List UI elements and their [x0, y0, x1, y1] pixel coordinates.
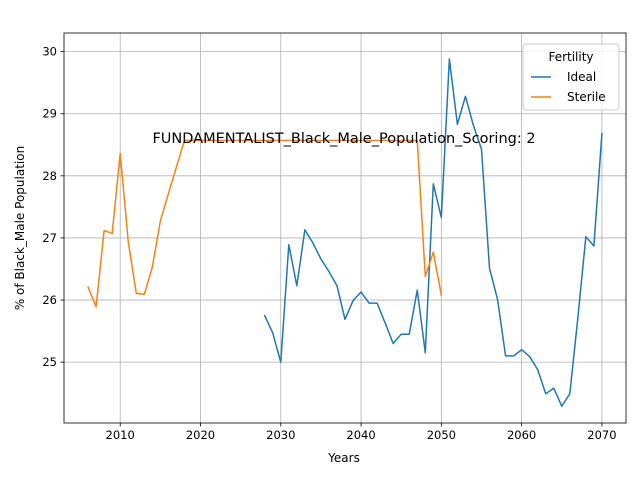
- x-axis-label: Years: [327, 451, 360, 465]
- series-line-sterile: [87, 139, 443, 308]
- x-tick-label: 2050: [427, 428, 456, 442]
- x-tick-label: 2010: [106, 428, 135, 442]
- series-layer: [87, 58, 603, 407]
- plot-area-frame: [63, 32, 627, 424]
- y-tick-label: 30: [42, 45, 57, 59]
- legend-label-sterile: Sterile: [567, 90, 606, 104]
- series-line-ideal: [263, 58, 603, 407]
- legend-title: Fertility: [548, 50, 593, 64]
- chart-title: FUNDAMENTALIST_Black_Male_Population_Sco…: [152, 131, 535, 147]
- x-tick-label: 2060: [507, 428, 536, 442]
- x-tick-label: 2030: [266, 428, 295, 442]
- x-tick-label: 2020: [186, 428, 215, 442]
- legend-label-ideal: Ideal: [567, 70, 596, 84]
- y-axis-label: % of Black_Male Population: [13, 146, 27, 310]
- x-axis-ticks: 2010 2020 2030 2040 2050 2060 2070: [106, 423, 617, 442]
- legend-box: [522, 43, 620, 111]
- grid-lines: [64, 33, 626, 423]
- x-tick-label: 2040: [346, 428, 375, 442]
- y-tick-label: 27: [42, 231, 57, 245]
- y-tick-label: 26: [42, 293, 57, 307]
- y-tick-label: 28: [42, 169, 57, 183]
- x-tick-label: 2070: [587, 428, 616, 442]
- legend: Fertility Ideal Sterile: [522, 43, 620, 111]
- y-axis-ticks: 25 26 27 28 29 30: [42, 45, 64, 369]
- y-tick-label: 29: [42, 107, 57, 121]
- y-tick-label: 25: [42, 355, 57, 369]
